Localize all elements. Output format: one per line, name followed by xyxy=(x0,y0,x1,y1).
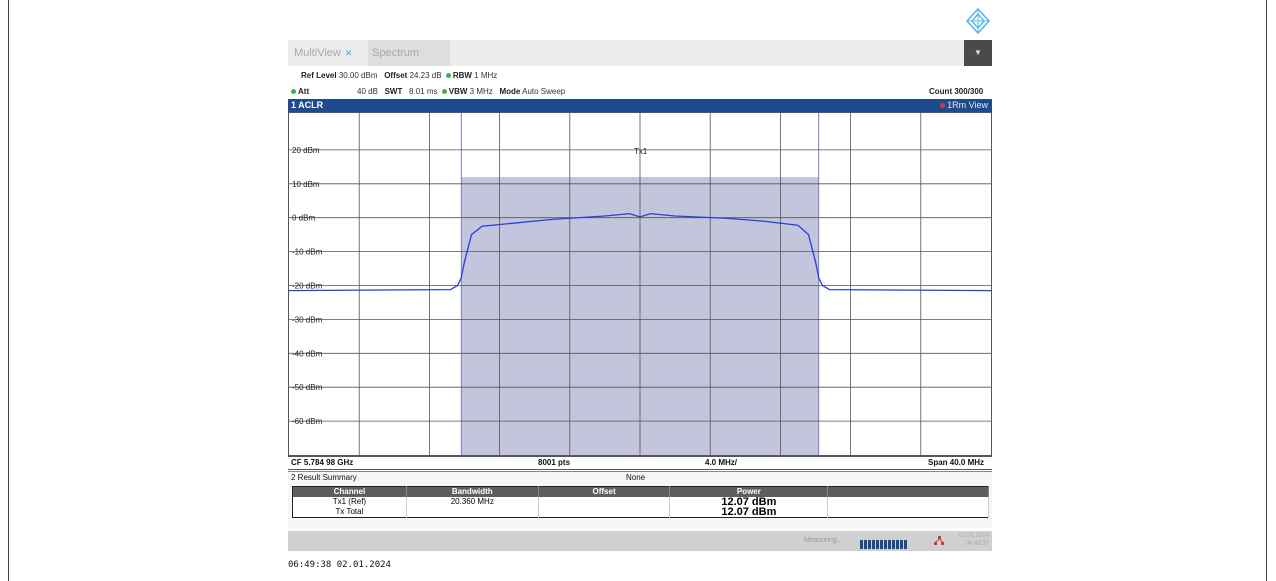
coupled-indicator-icon xyxy=(445,73,451,79)
y-tick-label: -30 dBm xyxy=(292,315,323,324)
bandwidth-cell xyxy=(406,507,539,518)
progress-segment xyxy=(864,540,867,549)
progress-segment xyxy=(892,540,895,549)
spectrum-trace xyxy=(289,212,991,292)
empty-cell xyxy=(827,507,989,518)
table-header-row: Channel Bandwidth Offset Power xyxy=(292,486,989,497)
progress-segment xyxy=(872,540,875,549)
spectrum-chart: 20 dBm 10 dBm 0 dBm -10 dBm -20 dBm -30 dBm -4… xyxy=(289,113,991,455)
offset-label: Offset xyxy=(384,71,408,80)
window-title-bar[interactable]: 1 ACLR 1Rm View xyxy=(288,99,992,112)
ref-level-value[interactable]: 30.00 dBm xyxy=(338,71,378,80)
network-icon[interactable] xyxy=(934,536,944,546)
att-row: Att xyxy=(289,87,309,96)
offset-cell xyxy=(538,507,671,518)
trace-dot-icon xyxy=(940,103,946,109)
ref-level-label: Ref Level xyxy=(301,71,337,80)
tab-multiview-label: MultiView xyxy=(294,47,341,59)
trace-view-indicator: 1Rm View xyxy=(940,99,988,112)
span-value[interactable]: Span 40.0 MHz xyxy=(928,458,985,467)
y-tick-label: 20 dBm xyxy=(292,146,320,155)
progress-segment xyxy=(880,540,883,549)
offset-value[interactable]: 24.23 dB xyxy=(409,71,442,80)
channel-cell: Tx Total xyxy=(292,507,407,518)
close-icon[interactable]: ✕ xyxy=(344,48,353,58)
mode-label: Mode xyxy=(499,87,521,96)
progress-segment xyxy=(896,540,899,549)
y-tick-label: -60 dBm xyxy=(292,417,323,426)
progress-segment xyxy=(860,540,863,549)
y-tick-label: -10 dBm xyxy=(292,248,323,257)
y-tick-label: -20 dBm xyxy=(292,282,323,291)
y-tick-label: -40 dBm xyxy=(292,349,323,358)
channel-cell: Tx1 (Ref) xyxy=(292,497,407,507)
coupled-indicator-icon xyxy=(291,89,296,95)
result-summary-panel: Channel Bandwidth Offset Power Tx1 (Ref)… xyxy=(288,484,992,528)
measuring-status: Measuring... xyxy=(804,537,843,544)
table-row: Tx1 (Ref) 20.360 MHz 12.07 dBm xyxy=(292,497,989,508)
rbw-label: RBW xyxy=(452,71,472,80)
result-summary-mode: None xyxy=(626,473,646,482)
tab-multiview[interactable]: MultiView ✕ xyxy=(290,40,366,66)
status-bar: Measuring... 02.01.2024 06:49:37 xyxy=(288,531,992,551)
progress-segment xyxy=(876,540,879,549)
progress-segment xyxy=(904,540,907,549)
progress-segment xyxy=(900,540,903,549)
page-frame-left xyxy=(8,0,9,581)
progress-segment xyxy=(888,540,891,549)
result-summary-title-bar[interactable]: 2 Result Summary None xyxy=(288,471,992,484)
rbw-value[interactable]: 1 MHz xyxy=(474,71,498,80)
page-frame-right xyxy=(1266,0,1267,581)
column-header-empty xyxy=(827,486,989,497)
instrument-date: 02.01.2024 xyxy=(958,533,989,539)
column-header-power: Power xyxy=(669,486,829,497)
instrument-datetime: 02.01.2024 06:49:37 xyxy=(949,532,989,548)
center-frequency[interactable]: CF 5.784 98 GHz xyxy=(291,458,354,467)
tab-bar: MultiView ✕ Spectrum xyxy=(288,40,992,66)
capture-timestamp: 06:49:38 02.01.2024 xyxy=(288,560,391,570)
vbw-label: VBW xyxy=(448,87,468,96)
mode-value[interactable]: Auto Sweep xyxy=(522,87,566,96)
bandwidth-cell: 20.360 MHz xyxy=(406,497,539,507)
column-header-bandwidth: Bandwidth xyxy=(406,486,539,497)
ref-level-row: Ref Level 30.00 dBm Offset 24.23 dB RBW … xyxy=(301,71,497,80)
column-header-offset: Offset xyxy=(538,486,671,497)
power-cell: 12.07 dBm xyxy=(669,497,829,508)
progress-segment xyxy=(868,540,871,549)
window-title: 1 ACLR xyxy=(291,100,324,110)
y-tick-label: 10 dBm xyxy=(292,180,320,189)
chevron-down-icon: ▼ xyxy=(974,48,982,57)
rohde-schwarz-logo-icon xyxy=(966,8,990,34)
column-header-channel: Channel xyxy=(292,486,407,497)
coupled-indicator-icon xyxy=(441,89,447,95)
trace-view-label: 1Rm View xyxy=(947,100,988,110)
instrument-time: 06:49:37 xyxy=(965,541,989,547)
result-summary-table: Channel Bandwidth Offset Power Tx1 (Ref)… xyxy=(292,486,989,518)
y-tick-label: 0 dBm xyxy=(292,214,315,223)
spectrum-plot[interactable]: 20 dBm 10 dBm 0 dBm -10 dBm -20 dBm -30 dBm -4… xyxy=(288,112,992,456)
att-value-row: 40 dB SWT 8.01 ms VBW 3 MHz Mode Auto Sw… xyxy=(357,87,565,96)
empty-cell xyxy=(827,497,989,507)
tab-spectrum[interactable]: Spectrum xyxy=(368,40,450,66)
swt-value[interactable]: 8.01 ms xyxy=(409,87,438,96)
power-cell: 12.07 dBm xyxy=(669,507,829,518)
channel-label: Tx1 xyxy=(634,147,648,156)
progress-segment xyxy=(884,540,887,549)
plot-footer: CF 5.784 98 GHz 8001 pts 4.0 MHz/ Span 4… xyxy=(288,456,992,470)
att-value[interactable]: 40 dB xyxy=(357,87,378,96)
vbw-value[interactable]: 3 MHz xyxy=(469,87,493,96)
frequency-per-division: 4.0 MHz/ xyxy=(705,458,738,467)
y-tick-label: -50 dBm xyxy=(292,383,323,392)
att-label: Att xyxy=(298,87,310,96)
sweep-count: Count 300/300 xyxy=(929,87,984,96)
progress-bar xyxy=(860,536,908,549)
menu-button[interactable]: ▼ xyxy=(964,40,992,66)
table-row: Tx Total 12.07 dBm xyxy=(292,507,989,518)
sweep-points: 8001 pts xyxy=(538,458,571,467)
tab-spectrum-label: Spectrum xyxy=(372,47,420,59)
result-summary-title: 2 Result Summary xyxy=(291,473,357,482)
offset-cell xyxy=(538,497,671,507)
swt-label: SWT xyxy=(384,87,403,96)
